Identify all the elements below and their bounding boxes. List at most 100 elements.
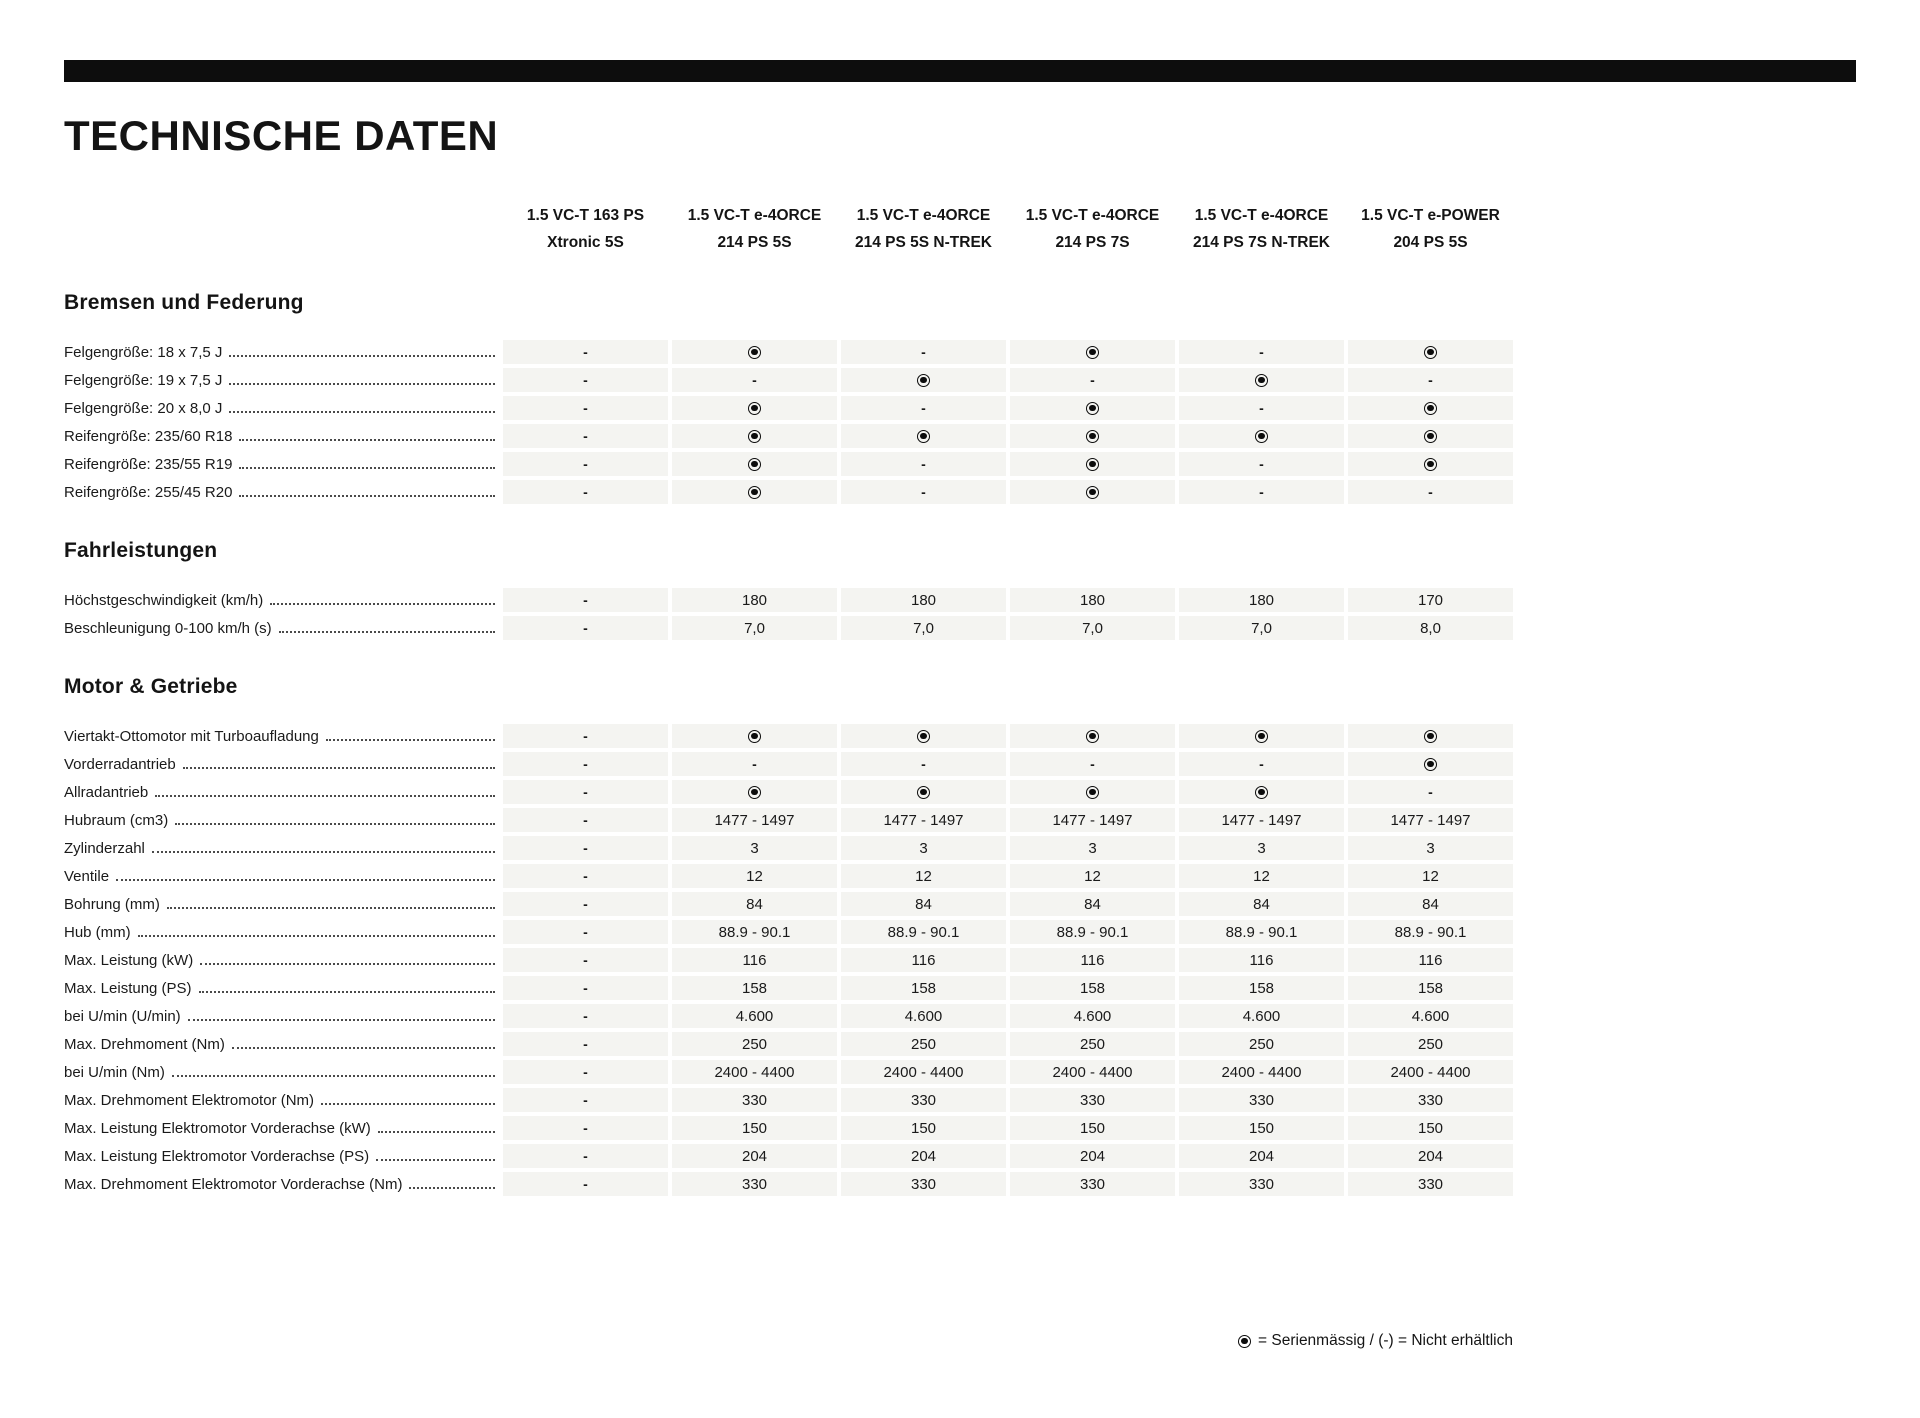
standard-equipment-icon (1086, 345, 1099, 359)
table-row: bei U/min (U/min) -4.600 4.600 4.600 4.600 4.… (64, 1004, 1856, 1028)
row-label: Viertakt-Ottomotor mit Turboaufladung (64, 724, 499, 748)
row-label-text: bei U/min (Nm) (64, 1063, 165, 1081)
cell-standard (1179, 724, 1344, 748)
cell-not-available: - (503, 752, 668, 776)
cell-standard (1348, 724, 1513, 748)
column-header-engine: 1.5 VC-T e-4ORCE (1025, 207, 1160, 224)
row-label: Bohrung (mm) (64, 892, 499, 916)
column-header-6: 1.5 VC-T e-POWER 204 PS 5S (1348, 202, 1513, 256)
row-label-text: Beschleunigung 0-100 km/h (s) (64, 619, 272, 637)
cell-value: 158 (1179, 976, 1344, 1000)
table-row: Max. Drehmoment Elektromotor (Nm) -330 330… (64, 1088, 1856, 1112)
cell-not-available: - (503, 836, 668, 860)
cell-value: 4.600 (841, 1004, 1006, 1028)
dotted-leader (376, 1159, 495, 1161)
cell-standard (1348, 752, 1513, 776)
column-header-engine: 1.5 VC-T e-4ORCE (1194, 207, 1329, 224)
standard-equipment-icon (748, 785, 761, 799)
cell-value: 4.600 (672, 1004, 837, 1028)
cell-value: 158 (841, 976, 1006, 1000)
row-label-text: Viertakt-Ottomotor mit Turboaufladung (64, 727, 319, 745)
cell-value: 330 (1010, 1172, 1175, 1196)
cell-not-available: - (672, 368, 837, 392)
cell-not-available: - (503, 1144, 668, 1168)
cell-standard (672, 424, 837, 448)
cell-value: 12 (841, 864, 1006, 888)
cell-value: 204 (672, 1144, 837, 1168)
row-label: Max. Leistung (kW) (64, 948, 499, 972)
cell-standard (1179, 780, 1344, 804)
cell-value: 180 (1010, 588, 1175, 612)
cell-not-available: - (503, 396, 668, 420)
legend-text: = Serienmässig / (-) = Nicht erhältlich (1258, 1332, 1513, 1349)
section-title-2: Fahrleistungen (64, 539, 218, 562)
cell-value: 330 (672, 1088, 837, 1112)
row-label: bei U/min (U/min) (64, 1004, 499, 1028)
column-header-5: 1.5 VC-T e-4ORCE 214 PS 7S N-TREK (1179, 202, 1344, 256)
cell-value: 1477 - 1497 (841, 808, 1006, 832)
standard-equipment-icon (1238, 1334, 1252, 1348)
row-label-text: Allradantrieb (64, 783, 149, 801)
cell-standard (841, 424, 1006, 448)
cell-value: 2400 - 4400 (672, 1060, 837, 1084)
standard-equipment-icon (917, 429, 930, 443)
cell-value: 88.9 - 90.1 (1348, 920, 1513, 944)
standard-equipment-icon (1086, 401, 1099, 415)
standard-equipment-icon (1424, 457, 1437, 471)
cell-not-available: - (1348, 780, 1513, 804)
table-row: Bohrung (mm) -84 84 84 84 84 (64, 892, 1856, 916)
dotted-leader (229, 411, 495, 413)
row-label-text: Max. Leistung (kW) (64, 951, 194, 969)
cell-not-available: - (503, 808, 668, 832)
standard-equipment-icon (1424, 429, 1437, 443)
table-row: Ventile -12 12 12 12 12 (64, 864, 1856, 888)
row-label-text: Max. Leistung Elektromotor Vorderachse (… (64, 1119, 371, 1137)
cell-standard (1010, 340, 1175, 364)
cell-value: 1477 - 1497 (672, 808, 837, 832)
cell-standard (841, 724, 1006, 748)
cell-value: 330 (1348, 1088, 1513, 1112)
row-label: Höchstgeschwindigkeit (km/h) (64, 588, 499, 612)
cell-value: 7,0 (672, 616, 837, 640)
cell-value: 330 (672, 1172, 837, 1196)
row-label-text: Reifengröße: 255/45 R20 (64, 483, 233, 501)
cell-not-available: - (503, 920, 668, 944)
cell-value: 250 (841, 1032, 1006, 1056)
row-label: Max. Leistung Elektromotor Vorderachse (… (64, 1116, 499, 1140)
cell-value: 12 (1348, 864, 1513, 888)
row-label: Reifengröße: 235/60 R18 (64, 424, 499, 448)
top-divider-bar (64, 60, 1856, 82)
row-label: Felgengröße: 20 x 8,0 J (64, 396, 499, 420)
cell-not-available: - (503, 780, 668, 804)
cell-value: 170 (1348, 588, 1513, 612)
row-label-text: Max. Drehmoment Elektromotor (Nm) (64, 1091, 315, 1109)
cell-value: 330 (1348, 1172, 1513, 1196)
cell-standard (672, 340, 837, 364)
row-label: Max. Drehmoment Elektromotor (Nm) (64, 1088, 499, 1112)
cell-value: 7,0 (1010, 616, 1175, 640)
row-label-text: bei U/min (U/min) (64, 1007, 181, 1025)
cell-value: 88.9 - 90.1 (841, 920, 1006, 944)
row-label: Max. Leistung (PS) (64, 976, 499, 1000)
cell-value: 2400 - 4400 (841, 1060, 1006, 1084)
standard-equipment-icon (748, 457, 761, 471)
cell-not-available: - (503, 340, 668, 364)
row-label: Hubraum (cm3) (64, 808, 499, 832)
standard-equipment-icon (1086, 429, 1099, 443)
column-header-trim: 214 PS 7S N-TREK (1193, 234, 1330, 251)
cell-not-available: - (503, 1060, 668, 1084)
cell-not-available: - (503, 1172, 668, 1196)
cell-value: 84 (841, 892, 1006, 916)
dotted-leader (171, 1075, 495, 1077)
cell-value: 2400 - 4400 (1010, 1060, 1175, 1084)
dotted-leader (229, 355, 495, 357)
cell-standard (672, 452, 837, 476)
row-label: Allradantrieb (64, 780, 499, 804)
technical-data-page: TECHNISCHE DATEN 1.5 VC-T 163 PS Xtronic … (0, 60, 1920, 1418)
cell-value: 4.600 (1348, 1004, 1513, 1028)
cell-value: 180 (841, 588, 1006, 612)
cell-value: 180 (672, 588, 837, 612)
row-label-text: Reifengröße: 235/60 R18 (64, 427, 233, 445)
dotted-leader (409, 1187, 495, 1189)
dotted-leader (175, 823, 495, 825)
